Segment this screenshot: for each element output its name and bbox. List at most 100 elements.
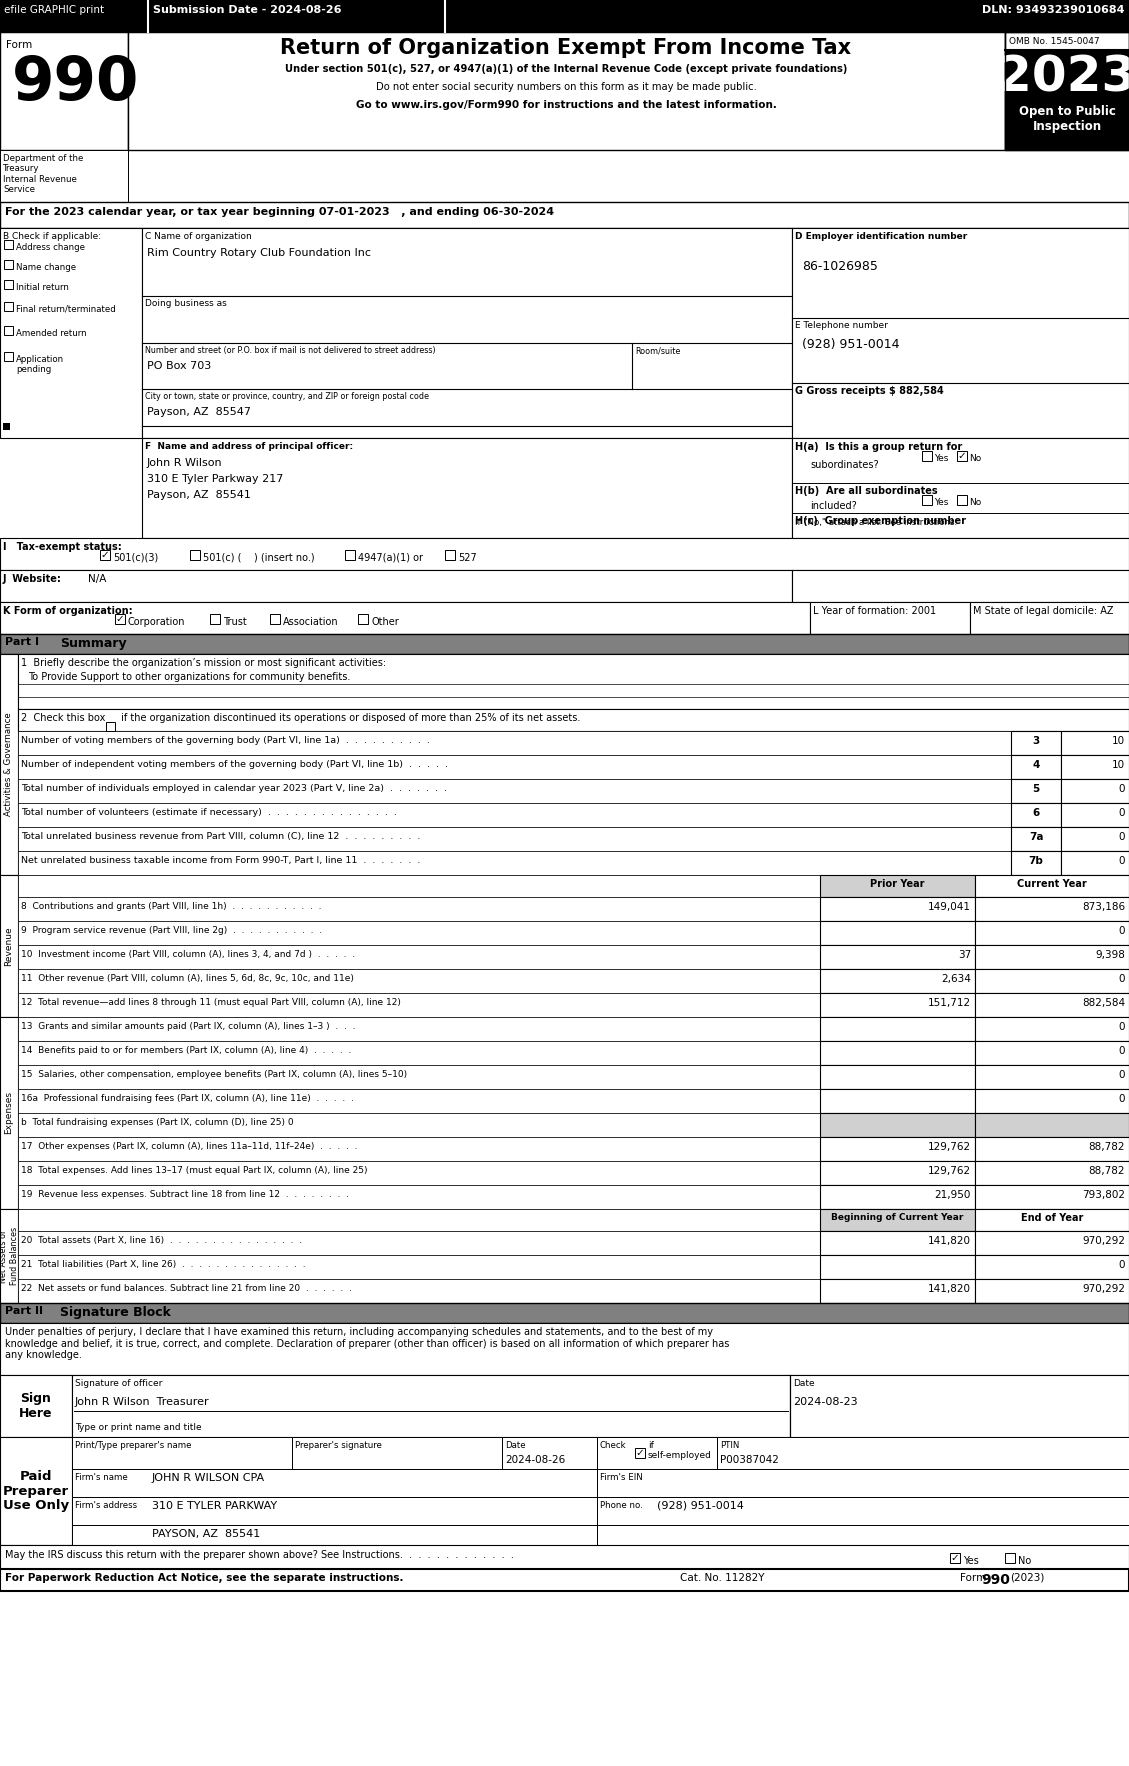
- Bar: [1005, 49, 1129, 102]
- Bar: [1005, 102, 1129, 150]
- Bar: [18, 1040, 820, 1065]
- Text: Total number of volunteers (estimate if necessary)  .  .  .  .  .  .  .  .  .  .: Total number of volunteers (estimate if …: [21, 809, 397, 818]
- Text: Check: Check: [599, 1441, 627, 1450]
- Bar: [820, 922, 975, 945]
- Text: ✓: ✓: [636, 1448, 645, 1459]
- Bar: [128, 32, 1005, 150]
- Bar: [1005, 1552, 1015, 1563]
- Bar: [1010, 826, 1061, 851]
- Text: PAYSON, AZ  85541: PAYSON, AZ 85541: [152, 1529, 261, 1538]
- Bar: [18, 1185, 820, 1210]
- Bar: [1010, 779, 1061, 804]
- Text: No: No: [969, 454, 981, 463]
- Bar: [18, 1210, 820, 1231]
- Text: 151,712: 151,712: [928, 998, 971, 1008]
- Bar: [975, 1160, 1129, 1185]
- Bar: [793, 438, 1129, 539]
- Text: 12  Total revenue—add lines 8 through 11 (must equal Part VIII, column (A), line: 12 Total revenue—add lines 8 through 11 …: [21, 998, 401, 1007]
- Text: (928) 951-0014: (928) 951-0014: [657, 1501, 744, 1512]
- Text: Revenue: Revenue: [5, 925, 14, 966]
- Bar: [790, 1376, 1129, 1438]
- Text: Final return/terminated: Final return/terminated: [16, 306, 116, 314]
- Text: L Year of formation: 2001: L Year of formation: 2001: [813, 606, 936, 616]
- Bar: [717, 1438, 1129, 1469]
- Text: K Form of organization:: K Form of organization:: [3, 606, 132, 616]
- Text: May the IRS discuss this return with the preparer shown above? See Instructions.: May the IRS discuss this return with the…: [5, 1551, 514, 1559]
- Text: Cat. No. 11282Y: Cat. No. 11282Y: [680, 1574, 764, 1582]
- Text: Association: Association: [283, 616, 339, 627]
- Text: 2,634: 2,634: [942, 975, 971, 984]
- Text: 4947(a)(1) or: 4947(a)(1) or: [358, 553, 423, 563]
- Bar: [5, 302, 14, 311]
- Text: 6: 6: [1032, 809, 1040, 818]
- Text: 17  Other expenses (Part IX, column (A), lines 11a–11d, 11f–24e)  .  .  .  .  .: 17 Other expenses (Part IX, column (A), …: [21, 1143, 358, 1151]
- Bar: [634, 1448, 645, 1459]
- Bar: [1061, 826, 1129, 851]
- Text: 2023: 2023: [997, 55, 1129, 102]
- Text: PO Box 703: PO Box 703: [147, 360, 211, 371]
- Text: 13  Grants and similar amounts paid (Part IX, column (A), lines 1–3 )  .  .  .: 13 Grants and similar amounts paid (Part…: [21, 1023, 356, 1031]
- Bar: [0, 874, 18, 1017]
- Bar: [1010, 851, 1061, 874]
- Text: For the 2023 calendar year, or tax year beginning 07-01-2023   , and ending 06-3: For the 2023 calendar year, or tax year …: [5, 207, 554, 217]
- Bar: [949, 1552, 960, 1563]
- Text: 88,782: 88,782: [1088, 1166, 1124, 1176]
- Text: Sign
Here: Sign Here: [19, 1392, 53, 1420]
- Text: End of Year: End of Year: [1021, 1213, 1083, 1224]
- Text: Total unrelated business revenue from Part VIII, column (C), line 12  .  .  .  .: Total unrelated business revenue from Pa…: [21, 832, 420, 841]
- Bar: [597, 1498, 1129, 1526]
- Text: 10  Investment income (Part VIII, column (A), lines 3, 4, and 7d )  .  .  .  .  : 10 Investment income (Part VIII, column …: [21, 950, 356, 959]
- Text: 14  Benefits paid to or for members (Part IX, column (A), line 4)  .  .  .  .  .: 14 Benefits paid to or for members (Part…: [21, 1045, 351, 1054]
- Text: if the organization discontinued its operations or disposed of more than 25% of : if the organization discontinued its ope…: [119, 713, 580, 722]
- Text: JOHN R WILSON CPA: JOHN R WILSON CPA: [152, 1473, 265, 1483]
- Bar: [18, 653, 1129, 708]
- Bar: [975, 1210, 1129, 1231]
- Bar: [820, 1090, 975, 1113]
- Text: 501(c) (    ) (insert no.): 501(c) ( ) (insert no.): [203, 553, 315, 563]
- Text: G Gross receipts $ 882,584: G Gross receipts $ 882,584: [795, 387, 944, 396]
- Text: Yes: Yes: [963, 1556, 979, 1566]
- Text: Net Assets or
Fund Balances: Net Assets or Fund Balances: [0, 1227, 19, 1286]
- Text: 0: 0: [1119, 1259, 1124, 1270]
- Bar: [106, 722, 115, 731]
- Bar: [72, 1469, 597, 1498]
- Bar: [0, 201, 1129, 228]
- Bar: [445, 549, 455, 560]
- Bar: [975, 1113, 1129, 1137]
- Text: ✓: ✓: [115, 615, 124, 623]
- Bar: [597, 1438, 717, 1469]
- Bar: [18, 1137, 820, 1160]
- Text: 2024-08-23: 2024-08-23: [793, 1397, 858, 1408]
- Bar: [820, 1017, 975, 1040]
- Text: 3: 3: [1032, 736, 1040, 745]
- Bar: [793, 228, 1129, 438]
- Text: N/A: N/A: [88, 574, 106, 585]
- Text: Room/suite: Room/suite: [634, 346, 681, 355]
- Text: John R Wilson  Treasurer: John R Wilson Treasurer: [75, 1397, 210, 1408]
- Bar: [975, 1231, 1129, 1256]
- Text: C Name of organization: C Name of organization: [145, 231, 252, 240]
- Bar: [597, 1526, 1129, 1545]
- Bar: [18, 1090, 820, 1113]
- Bar: [793, 570, 1129, 602]
- Bar: [975, 874, 1129, 897]
- Bar: [190, 549, 200, 560]
- Text: 15  Salaries, other compensation, employee benefits (Part IX, column (A), lines : 15 Salaries, other compensation, employe…: [21, 1070, 408, 1079]
- Text: 0: 0: [1119, 1093, 1124, 1104]
- Text: Phone no.: Phone no.: [599, 1501, 642, 1510]
- Text: Other: Other: [371, 616, 399, 627]
- Text: subordinates?: subordinates?: [809, 459, 878, 470]
- Bar: [502, 1438, 597, 1469]
- Bar: [18, 922, 820, 945]
- Bar: [1061, 804, 1129, 826]
- Bar: [292, 1438, 502, 1469]
- Text: F  Name and address of principal officer:: F Name and address of principal officer:: [145, 442, 353, 450]
- Bar: [820, 874, 975, 897]
- Bar: [975, 1065, 1129, 1090]
- Text: 9,398: 9,398: [1095, 950, 1124, 961]
- Text: 129,762: 129,762: [928, 1143, 971, 1151]
- Text: Beginning of Current Year: Beginning of Current Year: [831, 1213, 963, 1222]
- Bar: [597, 1469, 1129, 1498]
- Text: 310 E TYLER PARKWAY: 310 E TYLER PARKWAY: [152, 1501, 277, 1512]
- Text: H(a)  Is this a group return for: H(a) Is this a group return for: [795, 442, 962, 452]
